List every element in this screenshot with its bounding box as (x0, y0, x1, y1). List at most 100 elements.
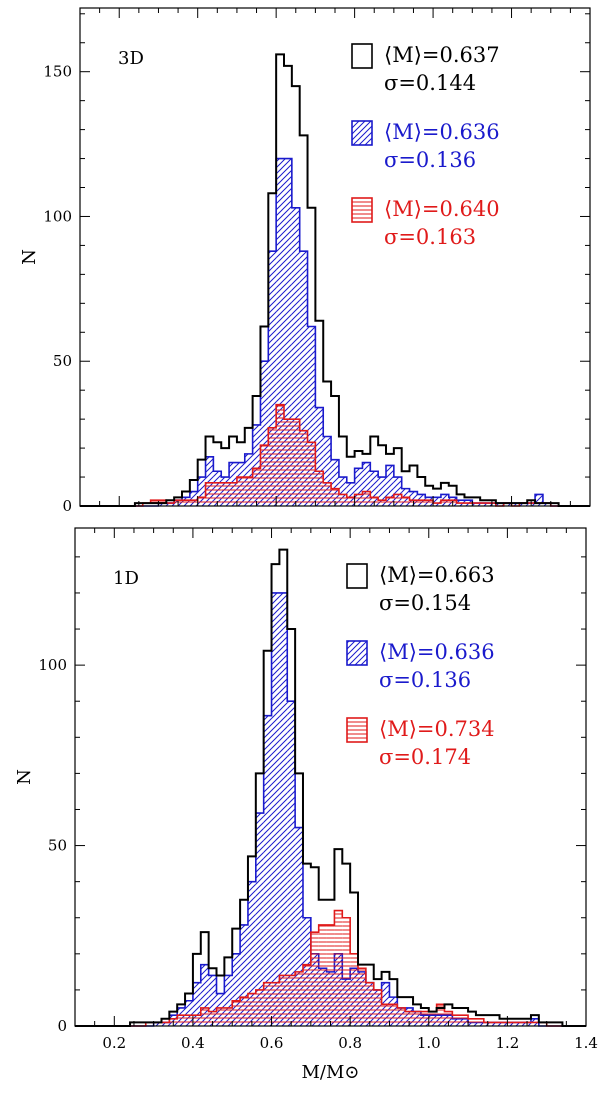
bar-DB-0.38 (185, 1015, 193, 1026)
bar-DB-0.74 (331, 488, 339, 506)
bar-DB-1.22 (519, 503, 528, 506)
bar-DB-0.40 (197, 497, 206, 506)
bar-DA-0.42 (200, 964, 209, 1026)
bar-DB-1.10 (468, 1018, 476, 1026)
bar-DB-0.54 (252, 468, 261, 506)
bar-DB-1.12 (475, 1018, 484, 1026)
bar-DB-1.00 (428, 1011, 437, 1026)
legend-swatch (346, 640, 368, 666)
bar-DB-0.48 (224, 1007, 233, 1026)
series-all (80, 53, 590, 507)
bar-DB-1.06 (452, 1015, 461, 1026)
panel-label: 1D (113, 568, 139, 589)
x-tick-label: 0.2 (102, 1034, 126, 1052)
legend-mean: ⟨M⟩=0.636 (384, 120, 500, 144)
bar-DA-0.62 (279, 592, 288, 1026)
panel-1d: 0 50 100 0.2 0.4 0.6 0.8 1.0 1.2 1.4 N M/M⊙ 1D ⟨M⟩=0.… (14, 527, 598, 1083)
bar-DA-0.54 (252, 424, 261, 506)
y-axis-label: N (19, 249, 40, 265)
bar-DB-0.84 (365, 982, 374, 1026)
legend-sigma: σ=0.136 (384, 148, 476, 172)
bar-DA-0.68 (307, 326, 316, 506)
bar-DA-0.38 (185, 1000, 193, 1026)
bar-DB-0.42 (200, 1007, 209, 1026)
legend-mean: ⟨M⟩=0.640 (384, 197, 500, 221)
bar-DB-0.76 (338, 494, 347, 506)
bar-DB-1.02 (436, 1004, 445, 1026)
legend-sigma: σ=0.174 (379, 745, 471, 769)
bar-DB-0.46 (221, 482, 230, 506)
bar-DB-0.54 (247, 993, 256, 1026)
bar-DB-0.68 (307, 442, 316, 506)
bar-DB-0.74 (326, 924, 335, 1026)
bar-DB-1.18 (499, 1022, 508, 1026)
bar-DB-0.28 (145, 1022, 154, 1026)
bar-DA-0.66 (299, 251, 308, 506)
bar-DA-0.70 (315, 407, 324, 506)
y-tick-label: 50 (53, 352, 72, 370)
bar-DB-0.88 (386, 497, 394, 506)
bar-DA-0.78 (346, 482, 355, 506)
bar-DB-0.42 (205, 482, 214, 506)
bar-DB-0.56 (255, 989, 264, 1026)
outline-all (80, 53, 590, 507)
legend-sigma: σ=0.136 (379, 668, 471, 692)
bar-DB-1.00 (433, 503, 441, 506)
legend-sigma: σ=0.154 (379, 591, 471, 615)
bar-DB-0.44 (213, 482, 222, 506)
bar-DB-0.78 (342, 917, 351, 1026)
bar-DB-0.64 (291, 419, 300, 506)
bar-DB-0.38 (189, 500, 198, 506)
bar-DB-0.80 (350, 953, 359, 1026)
bar-DA-0.86 (378, 477, 386, 506)
bar-DB-0.40 (192, 1015, 201, 1026)
bar-DB-0.90 (393, 494, 402, 506)
bar-DB-1.08 (460, 1015, 469, 1026)
bar-DB-0.58 (263, 982, 272, 1026)
x-tick-label: 0.8 (338, 1034, 362, 1052)
bar-DB-1.02 (440, 500, 449, 506)
bar-DB-0.52 (240, 997, 248, 1026)
bar-DB-0.70 (310, 932, 319, 1026)
x-tick-label: 1.2 (495, 1034, 519, 1052)
bar-DB-1.16 (491, 1022, 500, 1026)
plot-frame (79, 7, 591, 507)
bar-DB-0.50 (232, 1000, 241, 1026)
bar-DA-0.58 (268, 251, 277, 506)
bar-DB-0.86 (373, 989, 382, 1026)
legend-swatch (351, 120, 373, 146)
bar-DB-1.04 (444, 1011, 453, 1026)
bar-DB-0.80 (354, 494, 363, 506)
bar-DA-1.16 (495, 503, 504, 506)
bar-DB-0.92 (397, 1007, 406, 1026)
y-tick-label: 0 (57, 1017, 67, 1035)
bar-DA-0.64 (287, 701, 296, 1026)
bar-DB-0.60 (276, 404, 284, 506)
series-DA (80, 157, 590, 507)
bar-DB-0.94 (405, 1011, 414, 1026)
legend-swatch (351, 197, 373, 223)
y-tick-label: 100 (43, 207, 72, 225)
bar-DA-0.38 (189, 491, 198, 506)
bar-DB-1.08 (464, 503, 473, 506)
bar-DA-0.44 (208, 975, 217, 1026)
bar-DA-1.26 (535, 494, 543, 506)
bar-DA-0.48 (224, 975, 233, 1026)
legend-mean: ⟨M⟩=0.637 (384, 43, 500, 67)
bar-DA-0.60 (271, 592, 280, 1026)
panel-label: 3D (118, 48, 144, 69)
outline-DA (80, 157, 590, 507)
legend-DA: ⟨M⟩=0.636 σ=0.136 (351, 120, 500, 172)
x-tick-label: 1.0 (417, 1034, 441, 1052)
bar-DB-0.96 (413, 1011, 421, 1026)
bar-DB-0.60 (271, 982, 280, 1026)
outline-DB (75, 909, 586, 1027)
bar-DB-0.32 (166, 503, 175, 506)
y-tick-label: 100 (38, 656, 67, 674)
bar-DB-0.98 (425, 500, 434, 506)
bar-DA-0.56 (260, 361, 269, 506)
series-DB (80, 403, 590, 507)
bar-DB-0.62 (284, 419, 292, 506)
bar-DB-1.12 (480, 503, 488, 506)
